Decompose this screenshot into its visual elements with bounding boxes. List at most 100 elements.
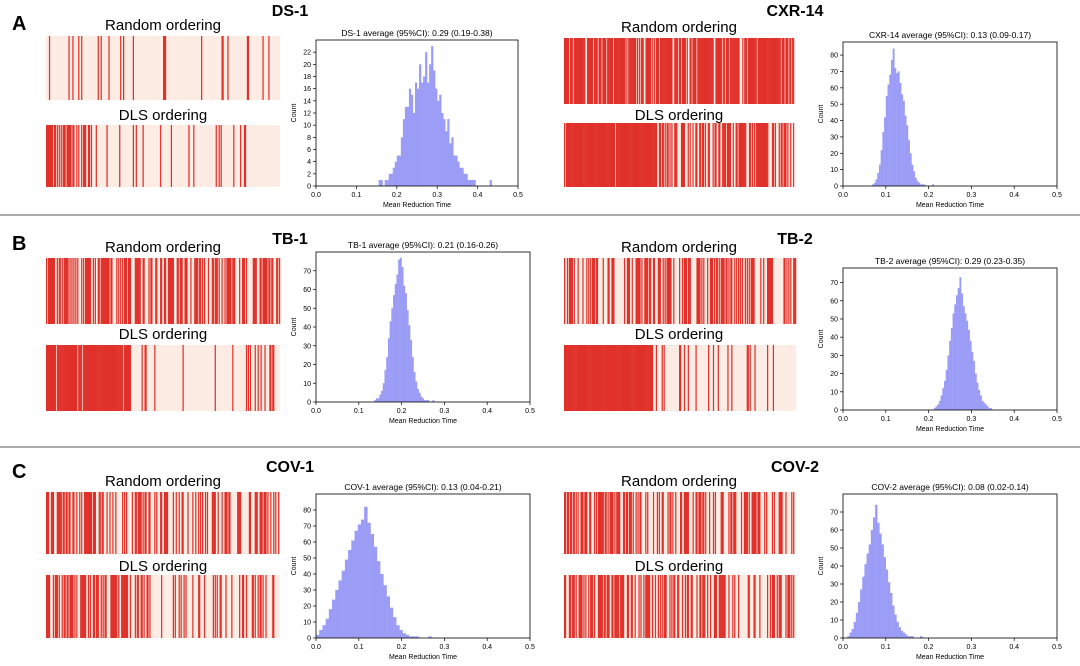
positive-case-stripe xyxy=(751,492,753,554)
positive-case-stripe xyxy=(46,492,48,554)
y-tick-label: 60 xyxy=(830,298,838,305)
positive-case-stripe xyxy=(260,345,262,411)
histogram-bar xyxy=(418,392,421,403)
positive-case-stripe xyxy=(245,258,248,324)
positive-case-stripe xyxy=(227,36,229,100)
histogram-bar xyxy=(911,636,914,638)
positive-case-stripe xyxy=(793,258,795,324)
positive-case-stripe xyxy=(720,492,722,554)
positive-case-stripe xyxy=(702,38,704,104)
positive-case-stripe xyxy=(219,575,221,638)
positive-case-stripe xyxy=(180,258,182,324)
positive-case-stripe xyxy=(71,575,73,638)
positive-case-stripe xyxy=(632,345,634,411)
positive-case-stripe xyxy=(240,125,242,187)
positive-case-stripe xyxy=(647,345,649,411)
positive-case-stripe xyxy=(46,575,48,638)
positive-case-stripe xyxy=(161,575,163,638)
positive-case-stripe xyxy=(198,575,200,638)
positive-case-stripe xyxy=(249,345,252,411)
positive-case-stripe xyxy=(599,123,601,187)
positive-case-stripe xyxy=(571,38,573,104)
positive-case-stripe xyxy=(697,258,699,324)
positive-case-stripe xyxy=(712,345,715,411)
x-tick-label: 0.2 xyxy=(924,416,934,423)
positive-case-stripe xyxy=(109,492,111,554)
positive-case-stripe xyxy=(575,492,577,554)
positive-case-stripe xyxy=(764,38,766,104)
positive-case-stripe xyxy=(99,492,101,554)
positive-case-stripe xyxy=(769,258,772,324)
positive-case-stripe xyxy=(648,345,650,411)
positive-case-stripe xyxy=(149,492,151,554)
positive-case-stripe xyxy=(771,123,774,187)
positive-case-stripe xyxy=(730,492,732,554)
x-tick-label: 0.1 xyxy=(881,192,891,199)
histogram-bar xyxy=(420,396,423,403)
positive-case-stripe xyxy=(48,258,51,324)
positive-case-stripe xyxy=(165,492,168,554)
histogram-title: COV-1 average (95%CI): 0.13 (0.04-0.21) xyxy=(344,482,501,492)
positive-case-stripe xyxy=(661,345,663,411)
positive-case-stripe xyxy=(184,258,186,324)
positive-case-stripe xyxy=(704,123,707,187)
positive-case-stripe xyxy=(689,123,691,187)
positive-case-stripe xyxy=(593,258,596,324)
positive-case-stripe xyxy=(734,258,736,324)
positive-case-stripe xyxy=(779,575,781,638)
x-tick-label: 0.2 xyxy=(924,644,934,651)
positive-case-stripe xyxy=(600,492,602,554)
positive-case-stripe xyxy=(51,258,54,324)
histogram-bar xyxy=(920,636,923,638)
positive-case-stripe xyxy=(687,258,689,324)
positive-case-stripe xyxy=(664,258,666,324)
positive-case-stripe xyxy=(611,123,614,187)
histogram-bar xyxy=(388,173,391,186)
y-tick-label: 0 xyxy=(834,184,838,191)
positive-case-stripe xyxy=(46,575,49,638)
positive-case-stripe xyxy=(140,575,142,638)
positive-case-stripe xyxy=(766,492,768,554)
positive-case-stripe xyxy=(629,123,631,187)
positive-case-stripe xyxy=(105,258,107,324)
positive-case-stripe xyxy=(790,38,792,104)
dataset-title-tb-1: TB-1 xyxy=(272,231,308,248)
positive-case-stripe xyxy=(187,492,189,554)
positive-case-stripe xyxy=(689,38,691,104)
dls-ordering-label-tb-2: DLS ordering xyxy=(635,326,723,343)
positive-case-stripe xyxy=(677,38,679,104)
positive-case-stripe xyxy=(122,492,124,554)
positive-case-stripe xyxy=(254,492,256,554)
positive-case-stripe xyxy=(88,345,91,411)
positive-case-stripe xyxy=(132,125,134,187)
positive-case-stripe xyxy=(124,575,127,638)
positive-case-stripe xyxy=(134,492,136,554)
positive-case-stripe xyxy=(695,345,697,411)
positive-case-stripe xyxy=(233,258,235,324)
histogram-bar xyxy=(413,372,416,402)
positive-case-stripe xyxy=(741,258,744,324)
positive-case-stripe xyxy=(97,345,99,411)
y-tick-label: 70 xyxy=(830,280,838,287)
histogram-bar xyxy=(911,164,914,186)
positive-case-stripe xyxy=(680,345,682,411)
histogram-bar xyxy=(415,636,419,638)
positive-case-stripe xyxy=(630,492,632,554)
positive-case-stripe xyxy=(90,125,93,187)
positive-case-stripe xyxy=(73,492,75,554)
positive-case-stripe xyxy=(691,575,693,638)
positive-case-stripe xyxy=(683,258,686,324)
positive-case-stripe xyxy=(580,492,582,554)
positive-case-stripe xyxy=(769,38,771,104)
positive-case-stripe xyxy=(254,345,256,411)
positive-case-stripe xyxy=(578,38,580,104)
positive-case-stripe xyxy=(761,38,763,104)
positive-case-stripe xyxy=(53,258,56,324)
positive-case-stripe xyxy=(669,492,671,554)
histogram-bar xyxy=(909,153,912,186)
positive-case-stripe xyxy=(783,123,785,187)
dls-ordering-label-cov-2: DLS ordering xyxy=(635,558,723,575)
positive-case-stripe xyxy=(568,345,571,411)
positive-case-stripe xyxy=(674,38,676,104)
positive-case-stripe xyxy=(703,258,705,324)
